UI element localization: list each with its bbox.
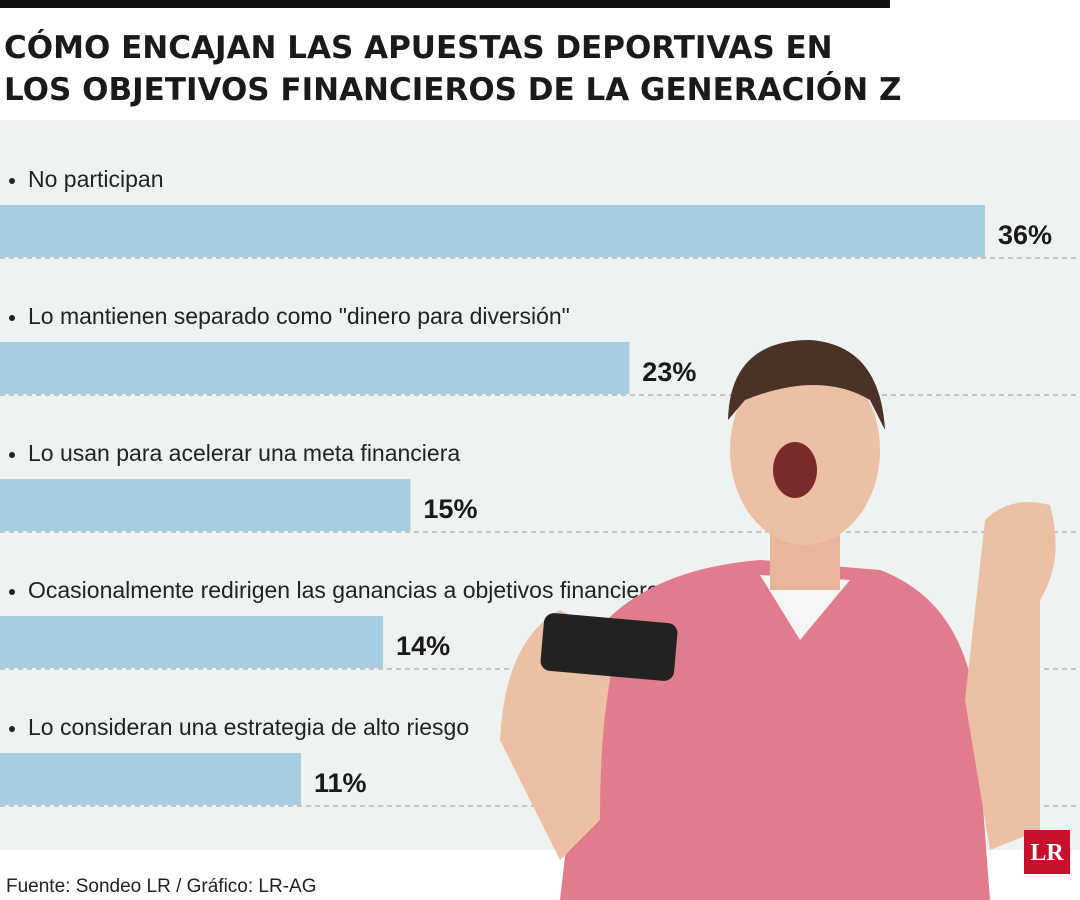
title-line: CÓMO ENCAJAN LAS APUESTAS DEPORTIVAS EN <box>4 29 833 66</box>
value-label: 14% <box>396 631 450 661</box>
top-rule <box>0 0 890 8</box>
person-illustration <box>500 340 1056 900</box>
source: Fuente: Sondeo LR / Gráfico: LR-AG <box>6 876 317 897</box>
category-label: Lo mantienen separado como "dinero para … <box>28 303 570 329</box>
chart-title: CÓMO ENCAJAN LAS APUESTAS DEPORTIVAS EN … <box>4 29 902 108</box>
shirt <box>560 560 990 900</box>
bullet <box>9 178 15 184</box>
title-line: LOS OBJETIVOS FINANCIEROS DE LA GENERACI… <box>4 71 902 108</box>
category-label: Lo usan para acelerar una meta financier… <box>28 440 460 466</box>
bullet <box>9 726 15 732</box>
bullet <box>9 589 15 595</box>
phone <box>540 613 678 681</box>
value-label: 15% <box>423 494 477 524</box>
hair <box>728 340 885 430</box>
raised-arm <box>965 502 1056 850</box>
category-label: No participan <box>28 166 164 192</box>
bullet <box>9 452 15 458</box>
plot-area: No participan 36% Lo mantienen separado co… <box>0 166 1080 807</box>
logo-box <box>1024 830 1070 874</box>
value-label: 23% <box>642 357 696 387</box>
value-label: 11% <box>314 768 367 798</box>
bar <box>0 342 630 394</box>
logo: LR <box>1030 840 1064 866</box>
bar <box>0 205 985 257</box>
category-label: Ocasionalmente redirigen las ganancias a… <box>28 577 671 603</box>
bar <box>0 479 411 531</box>
bar <box>0 616 384 668</box>
category-label: Lo consideran una estrategia de alto rie… <box>28 714 469 740</box>
mouth <box>773 442 817 498</box>
collar <box>760 575 850 640</box>
value-label: 36% <box>998 220 1052 250</box>
bar <box>0 753 301 805</box>
bullet <box>9 315 15 321</box>
